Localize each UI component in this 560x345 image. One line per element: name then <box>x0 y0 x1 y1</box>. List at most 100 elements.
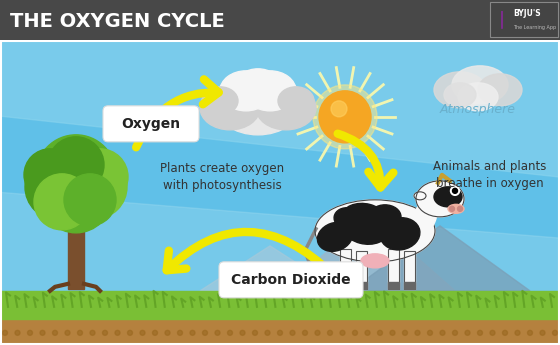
Polygon shape <box>350 226 530 291</box>
Text: Atmosphere: Atmosphere <box>440 104 516 116</box>
Circle shape <box>115 331 120 335</box>
Ellipse shape <box>244 71 296 111</box>
Bar <box>0 291 560 319</box>
Ellipse shape <box>414 192 426 200</box>
Circle shape <box>128 331 133 335</box>
Circle shape <box>553 331 558 335</box>
Bar <box>340 249 351 289</box>
Circle shape <box>340 331 345 335</box>
Ellipse shape <box>200 86 260 130</box>
Circle shape <box>450 206 455 211</box>
Circle shape <box>265 331 270 335</box>
Ellipse shape <box>256 86 316 130</box>
Ellipse shape <box>444 83 476 107</box>
Circle shape <box>290 331 295 335</box>
Circle shape <box>63 155 127 219</box>
Ellipse shape <box>202 87 238 115</box>
Ellipse shape <box>434 187 462 207</box>
Circle shape <box>440 331 445 335</box>
Circle shape <box>203 331 208 335</box>
Ellipse shape <box>220 71 272 111</box>
Bar <box>356 251 367 289</box>
Bar <box>388 282 399 289</box>
Polygon shape <box>0 193 560 345</box>
Ellipse shape <box>478 74 522 106</box>
FancyArrowPatch shape <box>136 79 218 147</box>
Bar <box>340 282 351 289</box>
Bar <box>388 249 399 289</box>
Circle shape <box>315 331 320 335</box>
Circle shape <box>165 331 170 335</box>
Bar <box>340 249 351 289</box>
Circle shape <box>34 174 90 230</box>
Circle shape <box>302 331 307 335</box>
Circle shape <box>331 101 347 117</box>
Circle shape <box>502 331 507 335</box>
Circle shape <box>427 331 432 335</box>
Bar <box>356 251 367 289</box>
Circle shape <box>24 149 76 201</box>
Text: THE OXYGEN CYCLE: THE OXYGEN CYCLE <box>10 12 225 31</box>
Bar <box>0 315 560 345</box>
Polygon shape <box>200 246 340 291</box>
Circle shape <box>90 331 95 335</box>
Polygon shape <box>280 216 455 291</box>
Circle shape <box>48 137 104 193</box>
Circle shape <box>458 206 463 211</box>
Circle shape <box>465 331 470 335</box>
Circle shape <box>227 331 232 335</box>
FancyArrowPatch shape <box>167 232 333 275</box>
Circle shape <box>152 331 157 335</box>
Ellipse shape <box>305 262 315 276</box>
Text: Oxygen: Oxygen <box>122 117 180 131</box>
Circle shape <box>64 174 116 226</box>
Ellipse shape <box>369 205 401 229</box>
Ellipse shape <box>334 208 362 230</box>
Circle shape <box>319 91 371 143</box>
Circle shape <box>540 331 545 335</box>
Circle shape <box>515 331 520 335</box>
Circle shape <box>77 331 82 335</box>
Circle shape <box>313 85 377 149</box>
Circle shape <box>53 331 58 335</box>
Circle shape <box>72 149 128 205</box>
Circle shape <box>452 188 458 193</box>
Circle shape <box>365 331 370 335</box>
Circle shape <box>377 331 382 335</box>
Text: Carbon Dioxide: Carbon Dioxide <box>231 273 351 287</box>
Circle shape <box>403 331 408 335</box>
Circle shape <box>452 331 458 335</box>
Circle shape <box>2 331 7 335</box>
Text: BYJU'S: BYJU'S <box>513 9 540 18</box>
Circle shape <box>478 331 483 335</box>
Ellipse shape <box>448 204 464 213</box>
Bar <box>404 251 415 289</box>
Circle shape <box>40 331 45 335</box>
Polygon shape <box>0 40 560 177</box>
Ellipse shape <box>318 222 353 252</box>
Text: Plants create oxygen
with photosynthesis: Plants create oxygen with photosynthesis <box>160 162 284 192</box>
Circle shape <box>328 331 333 335</box>
Bar <box>356 282 367 289</box>
Bar <box>68 221 84 289</box>
Circle shape <box>27 331 32 335</box>
Circle shape <box>65 331 70 335</box>
Ellipse shape <box>339 204 391 244</box>
Circle shape <box>140 331 145 335</box>
Circle shape <box>490 331 495 335</box>
Circle shape <box>253 331 258 335</box>
Ellipse shape <box>452 66 508 104</box>
FancyBboxPatch shape <box>219 262 363 298</box>
Ellipse shape <box>214 71 302 135</box>
Circle shape <box>240 331 245 335</box>
Circle shape <box>390 331 395 335</box>
Circle shape <box>40 161 112 233</box>
Ellipse shape <box>278 87 314 115</box>
Circle shape <box>215 331 220 335</box>
Ellipse shape <box>380 218 420 250</box>
Ellipse shape <box>413 199 437 234</box>
Bar <box>404 251 415 289</box>
Circle shape <box>15 331 20 335</box>
Circle shape <box>415 331 420 335</box>
Circle shape <box>36 135 116 215</box>
